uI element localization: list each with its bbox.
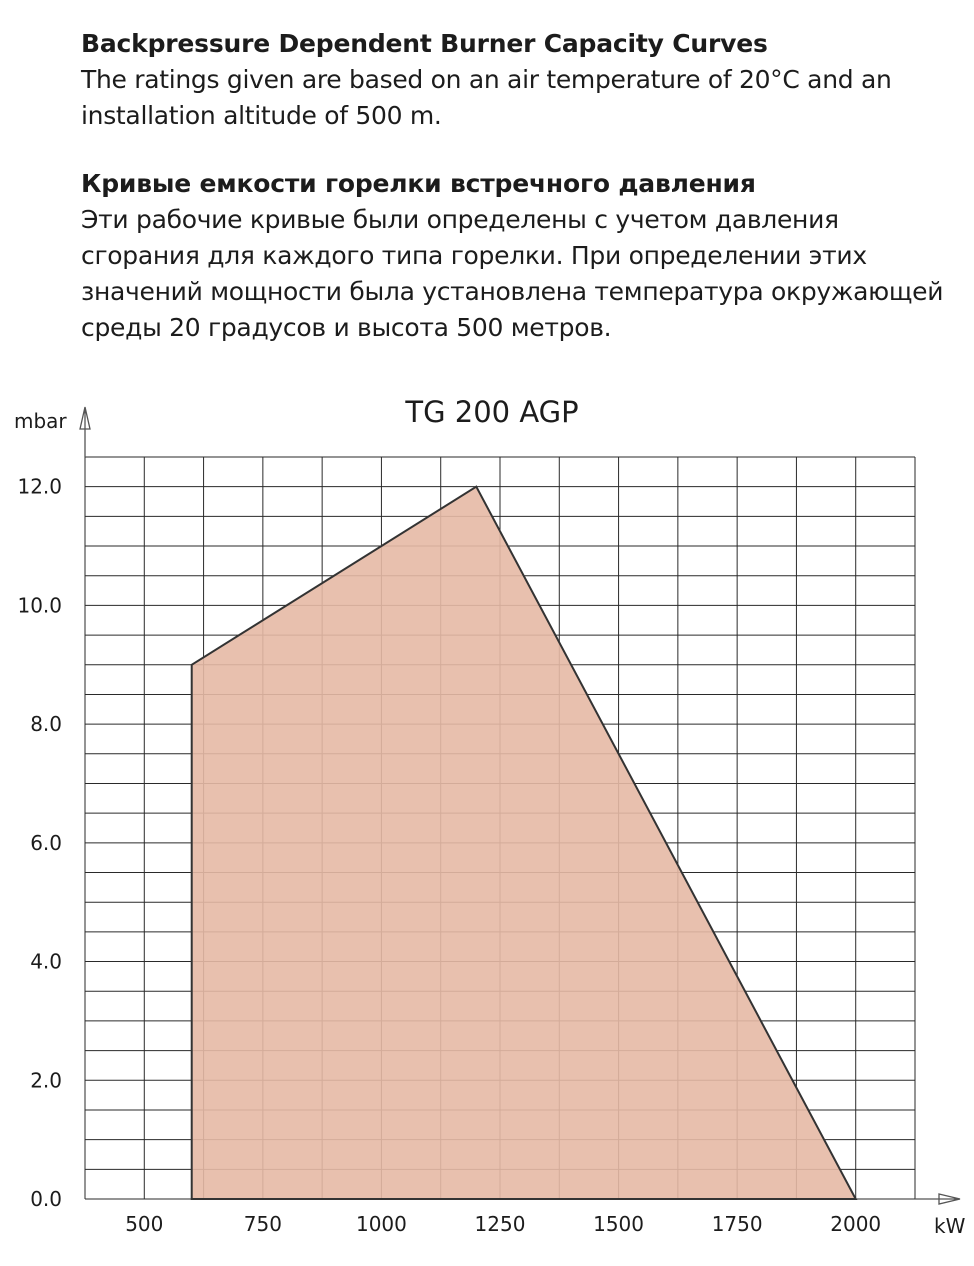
x-tick-label: 1000 <box>356 1212 407 1236</box>
capacity-chart: 0.0 2.0 4.0 6.0 8.0 10.0 12.0 500 750 1000 1250 150… <box>14 395 966 1238</box>
x-tick-label: 1250 <box>475 1212 526 1236</box>
x-axis-label: kW <box>934 1214 966 1238</box>
chart-axes <box>79 406 961 1205</box>
x-tick-label: 1500 <box>593 1212 644 1236</box>
y-axis-arrow-icon <box>79 406 91 457</box>
intro-russian: Кривые емкости горелки встречного давлен… <box>81 166 961 346</box>
x-axis-arrow-icon <box>915 1193 961 1205</box>
intro-english: Backpressure Dependent Burner Capacity C… <box>81 26 961 134</box>
y-tick-label: 2.0 <box>30 1068 62 1092</box>
x-tick-label: 2000 <box>830 1212 881 1236</box>
x-tick-label: 500 <box>125 1212 163 1236</box>
y-tick-label: 6.0 <box>30 831 62 855</box>
y-axis-label: mbar <box>14 409 67 433</box>
chart-title: TG 200 AGP <box>404 395 578 429</box>
body-russian: Эти рабочие кривые были определены с уче… <box>81 205 944 342</box>
y-tick-label: 0.0 <box>30 1187 62 1211</box>
y-tick-label: 10.0 <box>17 593 62 617</box>
body-english: The ratings given are based on an air te… <box>81 65 892 130</box>
x-tick-label: 1750 <box>712 1212 763 1236</box>
y-tick-label: 4.0 <box>30 950 62 974</box>
heading-english: Backpressure Dependent Burner Capacity C… <box>81 29 768 58</box>
y-tick-label: 12.0 <box>17 475 62 499</box>
heading-russian: Кривые емкости горелки встречного давлен… <box>81 169 756 198</box>
y-tick-label: 8.0 <box>30 712 62 736</box>
tick-labels: 0.0 2.0 4.0 6.0 8.0 10.0 12.0 500 750 1000 1250 150… <box>17 475 881 1236</box>
x-tick-label: 750 <box>244 1212 282 1236</box>
capacity-area <box>190 485 858 1200</box>
